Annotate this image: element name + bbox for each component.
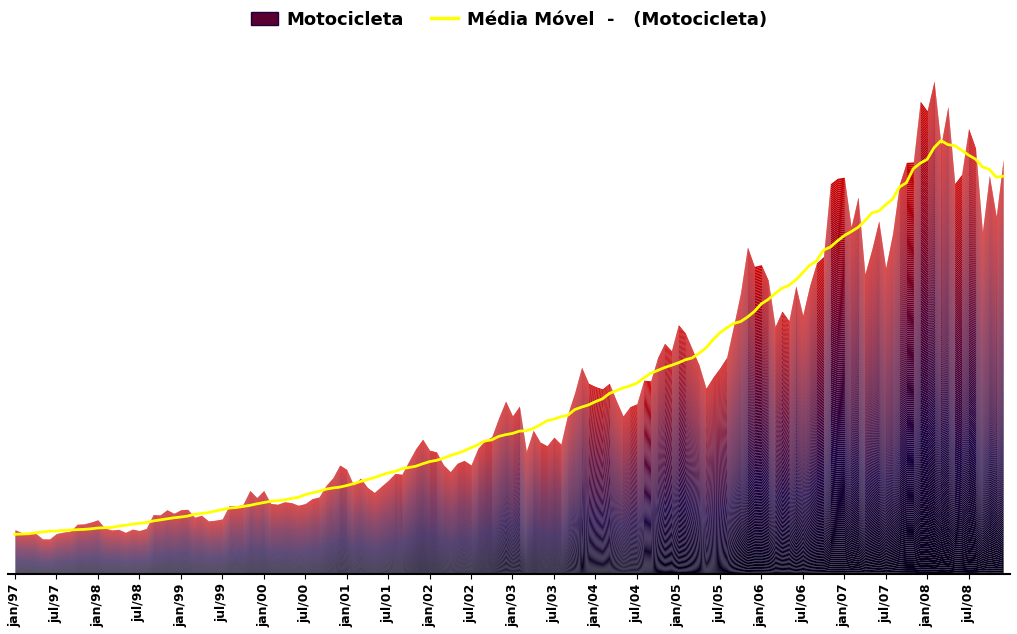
Legend: Motocicleta, Média Móvel  -   (Motocicleta): Motocicleta, Média Móvel - (Motocicleta) — [243, 3, 775, 36]
